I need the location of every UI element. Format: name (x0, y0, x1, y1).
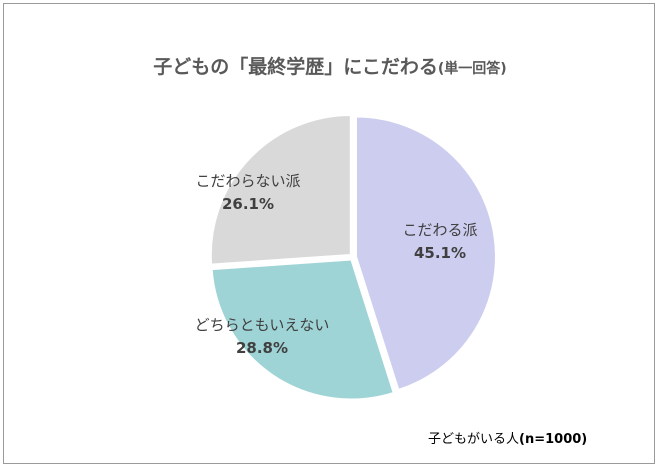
pie-slice-1 (354, 115, 497, 392)
pie-slice-3 (209, 113, 352, 266)
chart-subtitle: (単一回答) (437, 61, 507, 77)
pie-label-2: どちらともいえない (195, 316, 330, 334)
pie-label-3: こだわらない派 (195, 172, 300, 190)
pie-value-label-3: 26.1% (222, 195, 274, 213)
pie-value-label-1: 45.1% (414, 244, 466, 262)
sample-note: 子どもがいる人(n=1000) (428, 428, 587, 447)
chart-title: 子どもの「最終学歴」にこだわる (153, 56, 438, 78)
pie-slice-2 (210, 258, 395, 401)
pie-label-1: こだわる派 (402, 221, 477, 239)
pie-slices (209, 113, 497, 401)
pie-labels: こだわる派 45.1% どちらともいえない 28.8% こだわらない派 26.1% (195, 172, 478, 357)
chart-title-row: 子どもの「最終学歴」にこだわる(単一回答) (0, 52, 660, 79)
sample-size: (n=1000) (519, 432, 588, 447)
pie-value-label-2: 28.8% (236, 339, 288, 357)
sample-note-label: 子どもがいる人 (428, 432, 520, 447)
